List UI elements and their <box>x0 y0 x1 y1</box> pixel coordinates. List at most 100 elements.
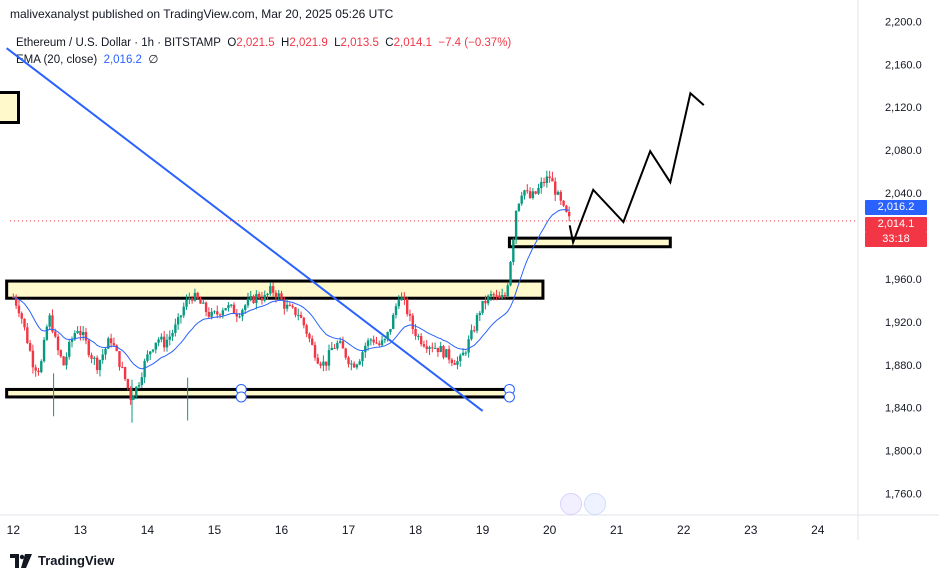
low-value: 2,013.5 <box>340 37 379 49</box>
candle-body <box>383 339 387 341</box>
y-tick-label: 2,080.0 <box>885 145 922 157</box>
candle-body <box>101 354 104 361</box>
candle-body <box>380 340 384 346</box>
candle-body <box>540 181 543 189</box>
candle-body <box>190 298 194 301</box>
candle-body <box>149 351 152 355</box>
candle-body <box>305 325 308 334</box>
y-tick-label: 1,840.0 <box>885 403 922 415</box>
candle-body <box>350 363 353 365</box>
candle-body <box>486 295 490 304</box>
brand-name: TradingView <box>38 553 115 568</box>
candle-body <box>227 305 230 309</box>
candle-body <box>528 191 532 198</box>
candle-body <box>224 308 227 311</box>
candle-body <box>475 315 479 331</box>
candle-body <box>146 354 149 361</box>
candle-body <box>330 347 333 351</box>
candle-body <box>554 181 557 195</box>
candle-body <box>375 342 378 344</box>
candle-body <box>520 195 523 204</box>
candle-body <box>336 342 339 349</box>
zone-handle <box>503 391 515 403</box>
candle-body <box>87 340 90 356</box>
ema-line <box>13 209 570 370</box>
close-value: 2,014.1 <box>393 37 432 49</box>
candle-body <box>484 300 487 304</box>
candle-body <box>20 313 23 319</box>
candle-body <box>364 345 367 353</box>
last-price-badge: 2,014.1 <box>865 217 927 232</box>
candle-body <box>392 314 395 329</box>
candle-body <box>118 351 121 368</box>
candle-body <box>548 176 551 179</box>
boost-icon[interactable] <box>560 493 582 515</box>
candle-body <box>56 336 60 351</box>
close-label: C <box>385 37 394 49</box>
offscreen-zone-marker[interactable] <box>0 91 20 124</box>
candle-body <box>526 190 529 192</box>
candle-body <box>157 339 160 343</box>
candle-body <box>422 344 426 347</box>
candle-body <box>313 344 317 358</box>
candle-body <box>65 356 68 366</box>
candle-body <box>408 314 412 316</box>
candle-body <box>338 341 342 343</box>
candle-body <box>506 285 509 297</box>
candle-body <box>400 297 403 301</box>
candle-body <box>93 357 96 359</box>
candle-body <box>537 188 540 194</box>
candle-body <box>40 361 43 373</box>
candle-body <box>467 339 470 353</box>
candle-body <box>210 311 213 317</box>
candle-body <box>238 316 241 318</box>
candle-body <box>179 315 183 318</box>
flag-icon[interactable] <box>584 493 606 515</box>
candle-body <box>165 339 169 348</box>
ema-label[interactable]: EMA (20, close) <box>16 54 98 66</box>
candle-body <box>299 314 303 318</box>
candle-body <box>230 304 233 306</box>
candle-body <box>280 293 283 300</box>
candle-body <box>126 379 130 389</box>
candle-body <box>109 338 113 344</box>
candle-body <box>411 315 414 330</box>
ema-extra: ∅ <box>148 54 159 66</box>
candle-body <box>355 364 359 368</box>
candle-body <box>241 309 244 317</box>
candle-body <box>389 328 392 332</box>
candle-body <box>79 330 82 336</box>
candle-body <box>243 305 247 310</box>
symbol-label[interactable]: Ethereum / U.S. Dollar · 1h · BITSTAMP <box>16 37 221 49</box>
candle-body <box>319 363 322 366</box>
x-axis[interactable]: 12 13 14 15 16 17 18 19 20 21 22 23 24 <box>0 514 939 537</box>
projection-layer <box>568 91 705 246</box>
candle-body <box>168 336 171 340</box>
open-label: O <box>227 37 237 49</box>
candle-body <box>218 314 222 316</box>
candle-body <box>255 293 258 304</box>
candle-body <box>249 296 252 299</box>
candle-body <box>347 357 350 365</box>
candle-body <box>162 336 166 348</box>
candle-body <box>316 357 320 364</box>
candle-body <box>62 356 65 366</box>
candle-body <box>556 191 560 195</box>
candle-body <box>464 352 468 354</box>
candle-body <box>361 352 364 362</box>
candle-body <box>386 331 389 340</box>
candle-body <box>428 347 431 349</box>
zone-handle <box>235 391 247 403</box>
candle-body <box>207 312 211 317</box>
candle-body <box>417 336 420 338</box>
candle-body <box>308 333 311 339</box>
candle-body <box>283 299 286 309</box>
candle-body <box>37 370 40 373</box>
candle-body <box>76 330 79 334</box>
candle-body <box>48 315 51 327</box>
candle-body <box>31 350 35 368</box>
candle-body <box>176 317 180 325</box>
y-axis[interactable]: 2,200.02,160.02,120.02,080.02,040.02,000… <box>857 0 922 540</box>
ema-layer <box>13 209 570 370</box>
